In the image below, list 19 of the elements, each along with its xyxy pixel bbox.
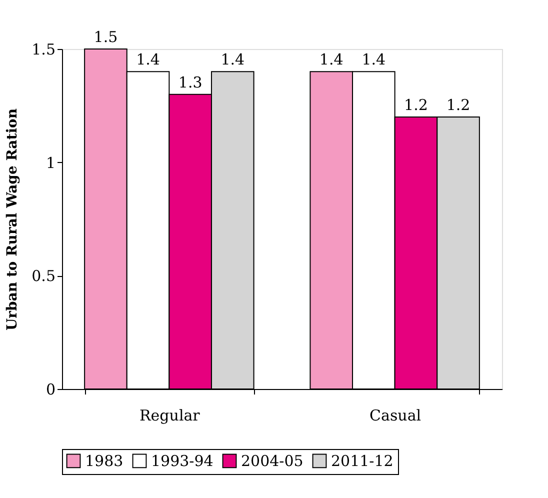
data-label: 1.4 [319,50,344,69]
legend-label: 2004-05 [241,452,304,470]
data-label: 1.4 [220,50,245,69]
data-label: 1.5 [94,28,118,46]
y-tick-label: 1.5 [32,40,56,58]
y-tick-label: 1 [46,154,56,172]
data-label: 1.4 [136,50,160,69]
x-tick-label: Casual [370,406,422,424]
y-tick-label: 0.5 [32,267,56,286]
legend-label: 1983 [85,452,124,470]
data-label: 1.4 [362,50,386,69]
data-label: 1.2 [446,96,470,114]
y-tick-label: 0 [46,380,56,398]
x-tick-label: Regular [140,406,201,424]
y-axis-title: Urban to Rural Wage Ration [4,108,21,331]
legend-label: 2011-12 [331,452,394,470]
legend-label: 1993-94 [151,452,214,470]
data-label: 1.3 [178,73,202,92]
data-label: 1.2 [404,96,428,114]
